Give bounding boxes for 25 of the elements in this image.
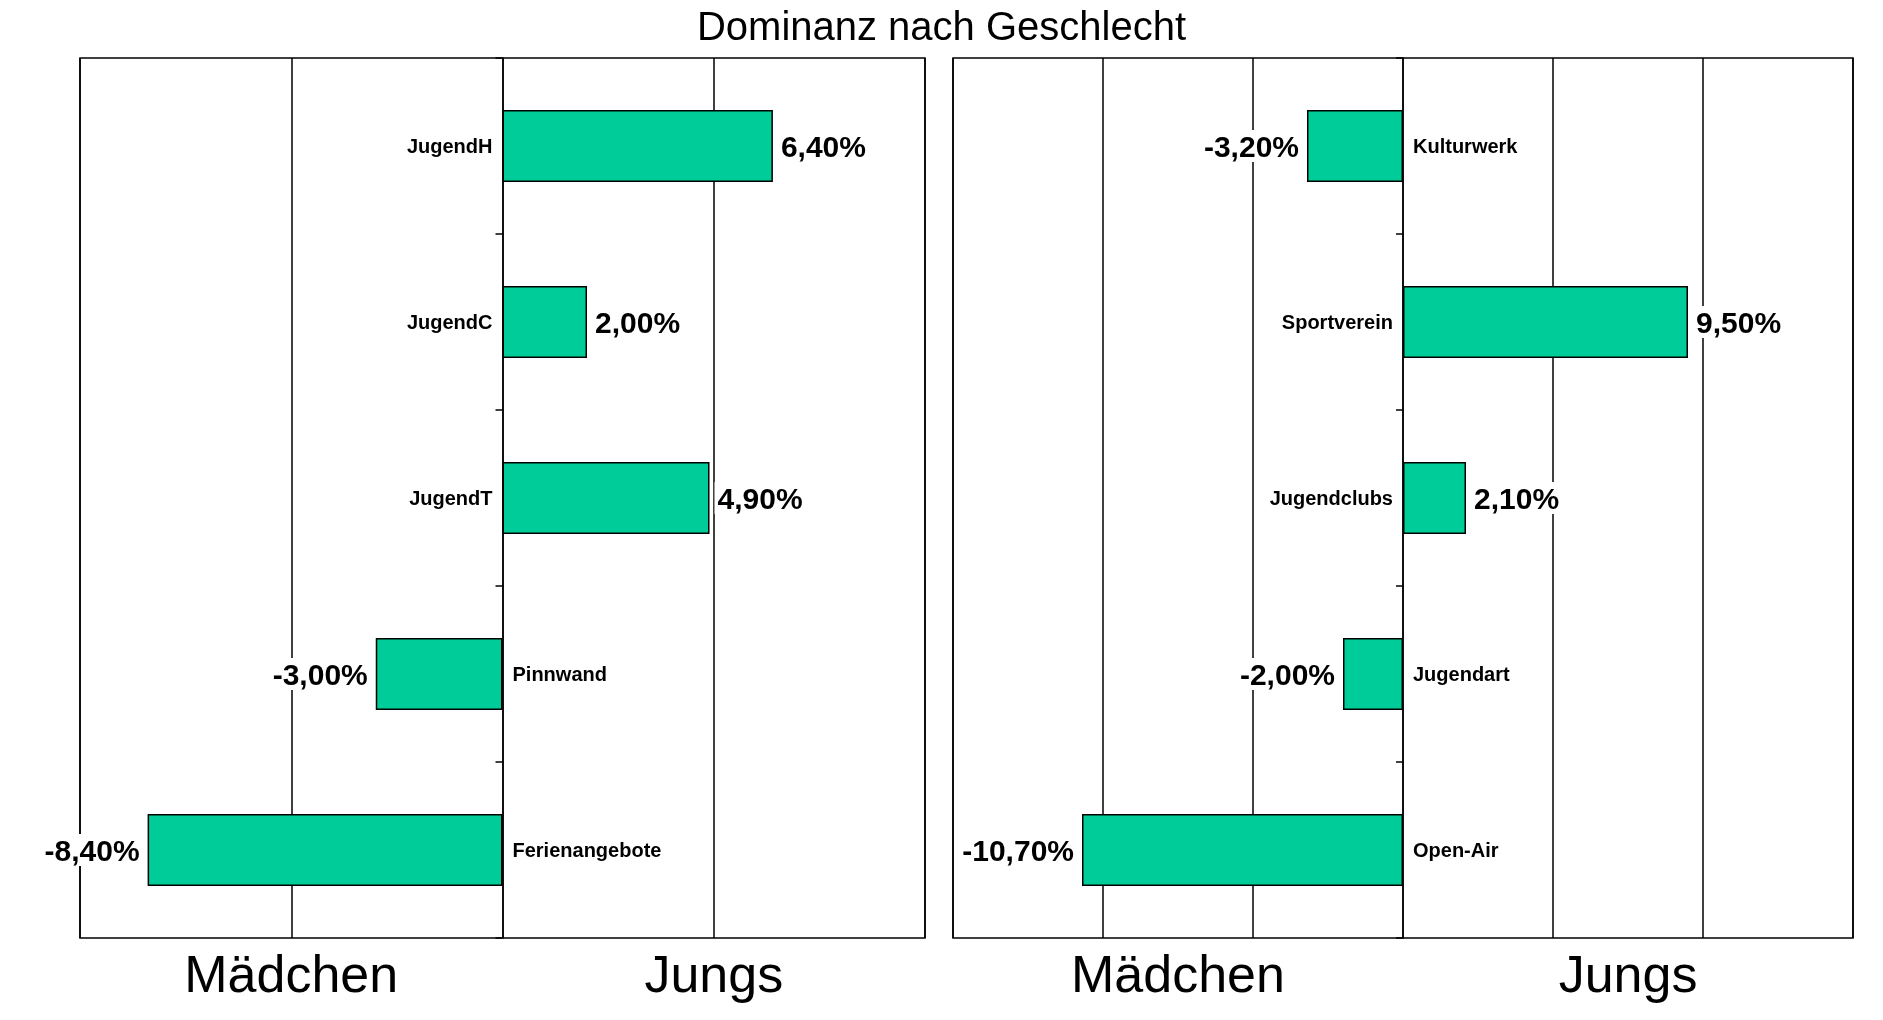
y-tick-label: JugendH xyxy=(406,135,493,157)
data-label: 4,90% xyxy=(717,481,803,515)
y-tick-label: Pinnwand xyxy=(512,663,607,685)
data-label: -2,00% xyxy=(1239,657,1335,691)
y-tick-label: JugendT xyxy=(409,487,493,509)
data-label: -10,70% xyxy=(962,833,1074,867)
text: Mädchen xyxy=(184,945,399,1003)
y-tick-label: Jugendart xyxy=(1413,663,1511,685)
data-label: 2,10% xyxy=(1474,481,1560,515)
chart-title: Dominanz nach Geschlecht xyxy=(696,3,1187,49)
text: Jungs xyxy=(1558,945,1698,1003)
y-tick-label: Jugendclubs xyxy=(1269,487,1393,509)
data-label: 9,50% xyxy=(1696,305,1782,339)
data-label: 6,40% xyxy=(780,129,866,163)
data-label: -3,00% xyxy=(272,657,368,691)
y-tick-label: Open-Air xyxy=(1413,839,1499,861)
data-label: -3,20% xyxy=(1203,129,1299,163)
y-tick-label: Sportverein xyxy=(1281,311,1393,333)
data-label: -8,40% xyxy=(44,833,140,867)
data-label: 2,00% xyxy=(595,305,681,339)
y-tick-label: Ferienangebote xyxy=(512,839,662,861)
text: Jungs xyxy=(644,945,784,1003)
y-tick-label: JugendC xyxy=(406,311,493,333)
text: Mädchen xyxy=(1071,945,1285,1003)
y-tick-label: Kulturwerk xyxy=(1413,135,1519,157)
